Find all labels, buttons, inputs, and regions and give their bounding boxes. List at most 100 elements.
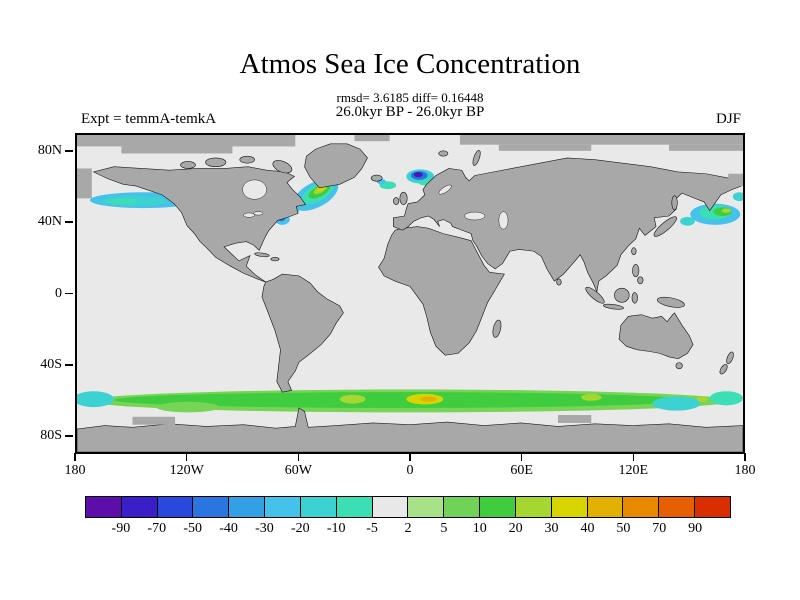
colorbar-cell	[336, 497, 373, 517]
island-new-zealand-north	[726, 351, 734, 364]
continent-north-america	[92, 166, 307, 283]
island-iceland	[370, 174, 383, 182]
island-new-zealand-south	[719, 364, 728, 375]
continent-australia	[618, 312, 694, 359]
colorbar-cell	[193, 497, 230, 517]
longitude-tick-mark	[632, 453, 635, 461]
island-cuba	[254, 252, 270, 258]
longitude-tick-mark	[74, 453, 76, 461]
island-borneo	[614, 287, 630, 303]
island-banks	[180, 161, 196, 169]
continent-south-america	[261, 273, 344, 393]
baltic-sea	[438, 184, 452, 195]
longitude-axis: 180 120W 60W 0 60E 120E 180	[65, 453, 756, 485]
longitude-tick-label: 0	[406, 463, 414, 478]
colorbar-cell	[229, 497, 266, 517]
longitude-tick-label: 60E	[510, 463, 533, 478]
latitude-tick-mark	[65, 435, 73, 437]
colorbar-tick-label: 40	[580, 521, 595, 536]
colorbar-tick-label: 5	[440, 521, 448, 536]
longitude-tick-label: 60W	[284, 463, 312, 478]
island-japan	[653, 216, 677, 237]
island-sakhalin	[671, 195, 678, 211]
map-frame	[75, 133, 745, 454]
colorbar-tick-label: -5	[366, 521, 378, 536]
colorbar-cell	[444, 497, 481, 517]
colorbar-tick-label: 10	[472, 521, 487, 536]
colorbar-cell	[480, 497, 516, 517]
latitude-tick-label: 0	[55, 285, 62, 301]
longitude-tick-mark	[297, 453, 300, 461]
great-lakes-east	[253, 211, 264, 216]
season-label: DJF	[715, 111, 741, 127]
island-victoria	[205, 157, 227, 168]
colorbar-cell	[408, 497, 445, 517]
island-baffin	[272, 160, 293, 174]
continent-africa	[378, 226, 505, 356]
colorbar-tick-label: 70	[652, 521, 667, 536]
island-sulawesi	[631, 292, 638, 304]
island-great-britain	[399, 191, 408, 205]
island-novaya-zemlya	[472, 150, 481, 166]
island-hispaniola	[270, 257, 280, 262]
land-layer	[77, 143, 743, 452]
hudson-bay	[242, 179, 267, 200]
colorbar-cell	[623, 497, 660, 517]
ice-mask-layer	[77, 135, 743, 425]
colorbar-tick-label: -20	[290, 521, 310, 536]
colorbar-cell	[265, 497, 301, 517]
colorbar-tick-label: 50	[616, 521, 631, 536]
longitude-tick-label: 120E	[618, 463, 649, 478]
colorbar-tick-label: -40	[219, 521, 238, 536]
island-ellesmere	[239, 155, 255, 164]
island-new-guinea	[656, 296, 685, 308]
island-tasmania	[675, 362, 683, 370]
colorbar-labels: -90 -70 -50 -40 -30 -20 -10 -5 2 5 10 20 30 40 50 70 90	[85, 521, 731, 539]
colorbar-tick-label: -30	[255, 521, 274, 536]
latitude-tick-mark	[65, 364, 73, 366]
colorbar-cell	[695, 497, 730, 517]
colorbar	[85, 496, 731, 518]
period-line: 26.0kyr BP - 26.0kyr BP	[335, 104, 485, 120]
header-row: Expt = temmA-temkA DJF	[75, 111, 745, 128]
longitude-tick-mark	[409, 453, 411, 461]
island-taiwan	[631, 247, 637, 256]
island-svalbard	[438, 150, 449, 157]
caspian-sea	[498, 211, 509, 230]
latitude-tick-label: 40S	[40, 356, 62, 372]
colorbar-tick-label: 20	[508, 521, 523, 536]
colorbar-cell	[587, 497, 624, 517]
island-philippines	[632, 264, 640, 278]
longitude-tick-mark	[520, 453, 523, 461]
colorbar-cell	[551, 497, 588, 517]
colorbar-cell	[515, 497, 552, 517]
colorbar-tick-label: -90	[111, 521, 131, 536]
latitude-tick-label: 80N	[37, 142, 62, 158]
continent-antarctica	[77, 407, 743, 452]
colorbar-tick-label: 30	[544, 521, 559, 536]
island-java	[603, 303, 624, 310]
great-lakes-west	[243, 212, 255, 218]
island-ireland	[393, 197, 400, 205]
latitude-tick-label: 40N	[37, 214, 62, 230]
continent-eurasia	[393, 157, 742, 293]
island-sumatra	[585, 286, 605, 304]
island-madagascar	[492, 319, 502, 338]
colorbar-cell	[372, 497, 409, 517]
experiment-label: Expt = temmA-temkA	[81, 111, 217, 127]
world-map-svg	[77, 135, 743, 452]
island-sri-lanka	[556, 278, 562, 286]
colorbar-tick-label: 90	[688, 521, 703, 536]
longitude-tick-label: 180	[734, 463, 756, 478]
latitude-tick-mark	[65, 221, 73, 223]
longitude-tick-label: 120W	[169, 463, 204, 478]
colorbar-cell	[86, 497, 122, 517]
colorbar-cell	[157, 497, 194, 517]
latitude-tick-mark	[65, 292, 73, 295]
stats-line: rmsd= 3.6185 diff= 0.16448	[336, 90, 484, 105]
colorbar-tick-label: -70	[147, 521, 167, 536]
longitude-tick-mark	[744, 453, 746, 461]
colorbar-cell	[121, 497, 158, 517]
black-sea	[464, 211, 486, 221]
